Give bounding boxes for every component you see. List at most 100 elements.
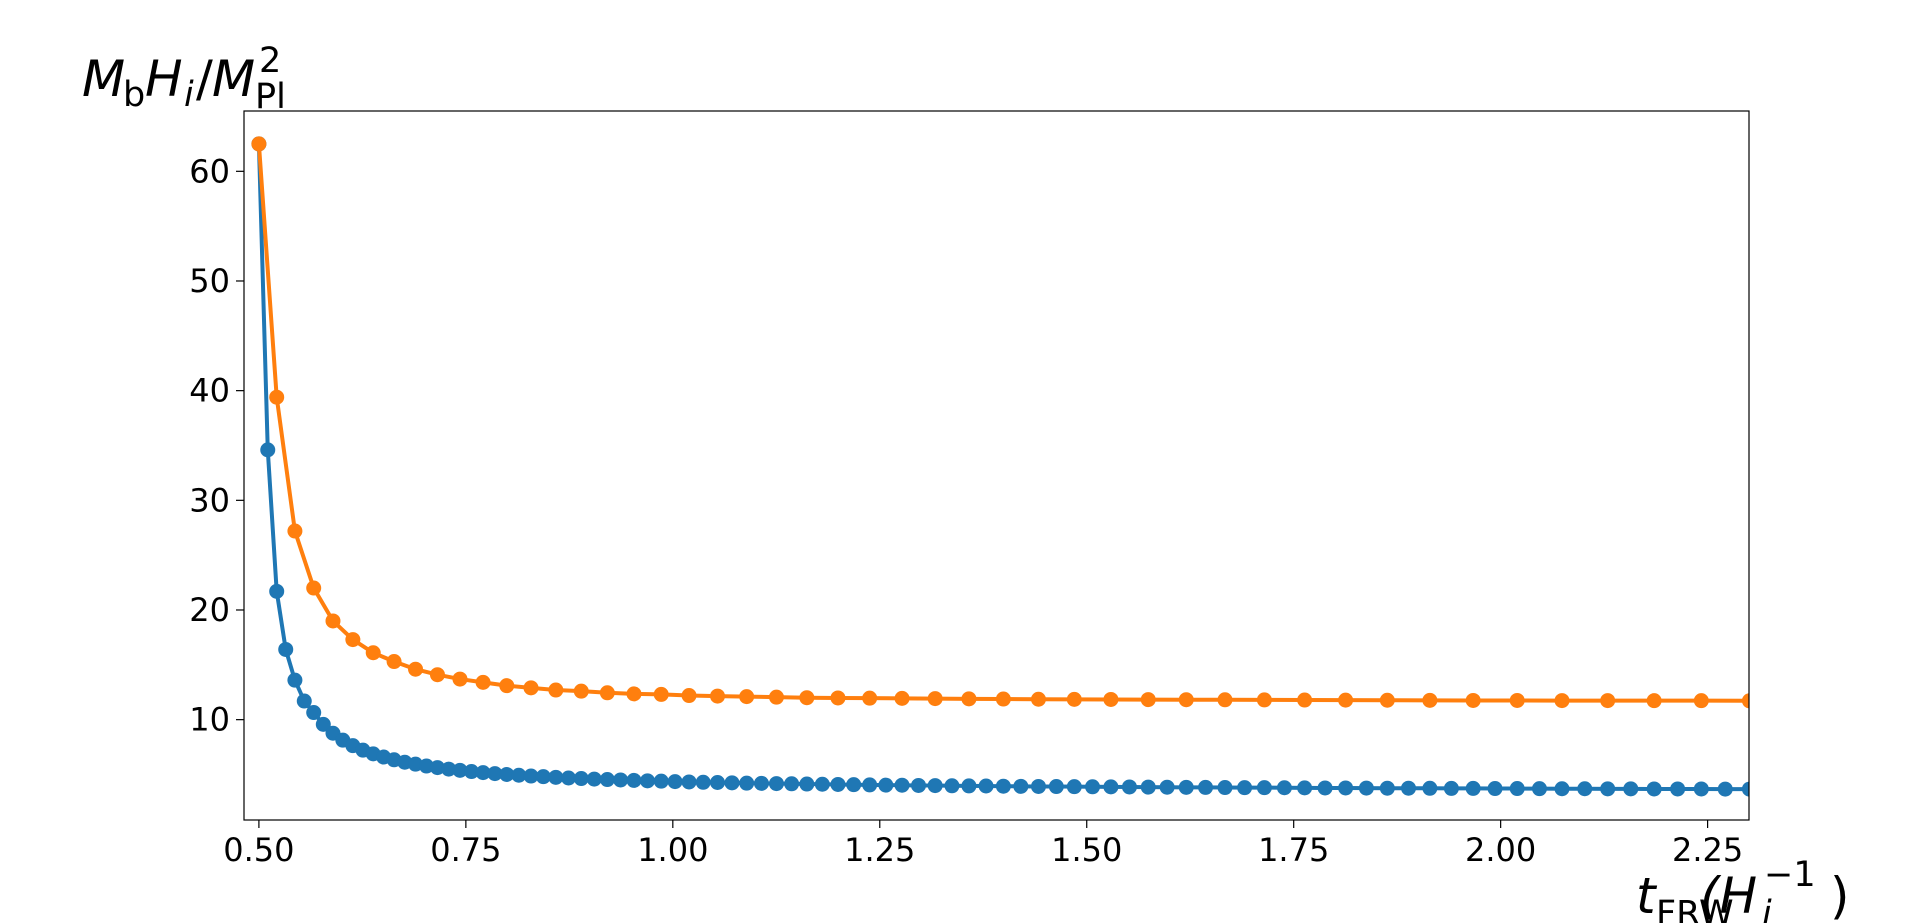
data-point [1085,779,1101,795]
data-point [1066,691,1082,707]
data-point [345,632,361,648]
y-label-part: H [145,50,183,108]
data-point [862,690,878,706]
data-point [523,680,539,696]
x-label-part: (H [1700,867,1757,923]
data-point [573,683,589,699]
data-point [1217,780,1233,796]
data-point [287,523,303,539]
series-line [256,143,1749,703]
data-point [724,775,740,791]
data-point [1693,781,1709,797]
data-point [1256,780,1272,796]
data-point [894,690,910,706]
data-point [408,661,424,677]
data-point [1121,779,1137,795]
data-point [1338,780,1354,796]
data-point [1217,692,1233,708]
data-point [251,136,267,152]
data-point [667,774,683,790]
y-axis-label: M b H i / M Pl 2 [82,41,286,117]
series [251,136,1749,709]
data-point [1443,780,1459,796]
data-point [626,686,642,702]
data-point [1103,779,1119,795]
data-point [768,776,784,792]
data-point [1670,781,1686,797]
data-point [653,773,669,789]
data-point [1358,780,1374,796]
data-point [306,705,322,721]
data-point [418,758,434,774]
data-point [626,772,642,788]
data-point [278,641,294,657]
data-point [961,778,977,794]
data-point [475,674,491,690]
data-point [1422,692,1438,708]
data-point [499,678,515,694]
data-point [561,770,577,786]
data-point [1013,778,1029,794]
data-point [1646,693,1662,709]
y-tick-label: 60 [189,152,230,190]
data-point [653,686,669,702]
data-point [1741,781,1749,797]
data-point [1140,692,1156,708]
data-point [1554,781,1570,797]
data-point [995,691,1011,707]
data-point [1717,781,1733,797]
y-label-part: / [196,50,213,108]
data-point [487,766,503,782]
data-point [1600,693,1616,709]
y-tick-label: 40 [189,372,230,410]
x-tick-label: 2.25 [1672,831,1743,869]
data-point [814,776,830,792]
data-point [1297,692,1313,708]
data-point [1509,781,1525,797]
y-tick-label: 20 [189,591,230,629]
data-point [1487,781,1503,797]
data-point [1509,692,1525,708]
data-point [862,777,878,793]
data-point [441,761,457,777]
data-point [1554,693,1570,709]
data-point [260,442,276,458]
data-point [386,654,402,670]
data-point [1693,693,1709,709]
data-point [681,688,697,704]
data-point [1048,779,1064,795]
data-point [1646,781,1662,797]
data-point [1465,692,1481,708]
x-label-part: FRW [1656,894,1734,923]
y-tick-label: 50 [189,262,230,300]
data-point [463,764,479,780]
data-point [1276,780,1292,796]
y-label-part: Pl [255,77,286,117]
data-point [1577,781,1593,797]
data-point [681,774,697,790]
x-label-part: ) [1830,867,1850,923]
data-point [1297,780,1313,796]
data-point [365,645,381,661]
data-point [548,769,564,785]
data-point [287,672,303,688]
x-tick-label: 0.75 [430,831,501,869]
data-point [753,775,769,791]
data-point [1178,779,1194,795]
data-point [599,685,615,701]
data-point [1159,779,1175,795]
data-point [830,776,846,792]
data-point [768,689,784,705]
data-point [1198,779,1214,795]
data-point [1066,779,1082,795]
y-label-part: b [123,75,145,115]
y-label-part: M [212,50,255,108]
x-tick-label: 1.25 [844,831,915,869]
data-point [710,774,726,790]
x-tick-label: 2.00 [1465,831,1536,869]
data-point [599,772,615,788]
data-point [911,777,927,793]
data-point [325,613,341,629]
data-point [296,693,312,709]
